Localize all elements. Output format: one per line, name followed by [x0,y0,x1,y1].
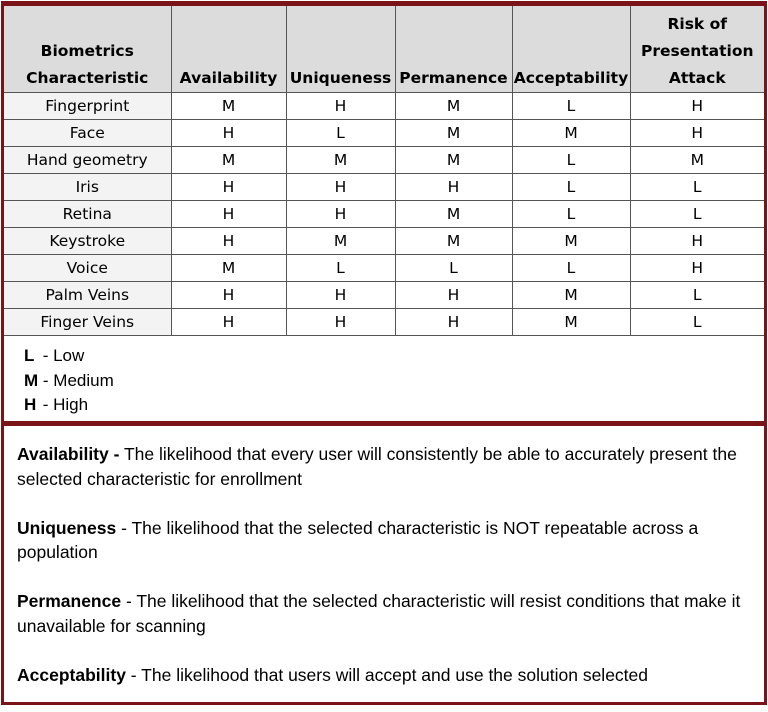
table-row: Keystroke H M M M H [4,227,764,255]
legend-label: - High [38,395,89,414]
rating-cell: L [511,200,631,228]
rating-cell: M [629,146,764,174]
rating-cell: M [394,119,513,147]
rating-cell: M [170,254,287,282]
rating-cell: L [511,173,631,201]
column-header: Biometrics Characteristic [4,6,172,93]
rating-cell: H [394,308,513,336]
column-header: Availability [170,6,287,93]
column-header: Risk of Presentation Attack [629,6,764,93]
characteristic-cell: Keystroke [4,227,172,255]
rating-cell: H [629,227,764,255]
definition-uniqueness: Uniqueness - The likelihood that the sel… [17,516,757,565]
rating-cell: H [170,200,287,228]
rating-cell: L [285,254,396,282]
rating-cell: M [170,92,287,120]
rating-cell: H [285,173,396,201]
column-header: Acceptability [511,6,631,93]
rating-cell: L [285,119,396,147]
legend-code: M [24,370,39,390]
legend-code: L [24,346,35,365]
definition-term: Availability - [17,444,120,464]
rating-cell: H [394,281,513,309]
column-header: Permanence [394,6,513,93]
table-row: Retina H H M L L [4,200,764,228]
rating-cell: M [285,227,396,255]
definition-acceptability: Acceptability - The likelihood that user… [17,663,757,688]
rating-cell: M [285,146,396,174]
rating-cell: H [170,227,287,255]
characteristic-cell: Finger Veins [4,308,172,336]
rating-cell: L [394,254,513,282]
ratings-panel: Biometrics Characteristic Availability Uni… [1,1,767,424]
characteristic-cell: Hand geometry [4,146,172,174]
rating-cell: L [629,200,764,228]
definition-permanence: Permanence - The likelihood that the sel… [17,589,757,638]
legend-label: - Medium [38,370,114,390]
rating-cell: H [394,173,513,201]
legend: L - Low M - Medium H - High [24,344,114,418]
legend-item: M - Medium [24,369,114,394]
biometrics-table: Biometrics Characteristic Availability Uni… [4,6,764,336]
definition-text: - The likelihood that the selected chara… [17,591,741,636]
definition-text: The likelihood that every user will cons… [17,444,737,489]
definition-text: - The likelihood that users will accept … [125,664,648,685]
rating-cell: H [285,92,396,120]
rating-cell: M [170,146,287,174]
table-row: Voice M L L L H [4,254,764,282]
rating-cell: L [629,173,764,201]
rating-cell: L [511,146,631,174]
rating-cell: M [511,119,631,147]
characteristic-cell: Retina [4,200,172,228]
column-header: Uniqueness [285,6,396,93]
rating-cell: L [629,308,764,336]
rating-cell: M [394,200,513,228]
legend-item: H - High [24,393,114,418]
table-row: Face H L M M H [4,119,764,147]
rating-cell: M [511,227,631,255]
rating-cell: M [511,308,631,336]
rating-cell: H [285,281,396,309]
table-row: Finger Veins H H H M L [4,308,764,336]
definition-term: Uniqueness [17,517,117,538]
rating-cell: H [170,281,287,309]
table-row: Hand geometry M M M L M [4,146,764,174]
characteristic-cell: Fingerprint [4,92,172,120]
definition-availability: Availability - The likelihood that every… [17,442,757,491]
rating-cell: H [629,92,764,120]
definitions-panel: Availability - The likelihood that every… [1,423,767,705]
table-row: Palm Veins H H H M L [4,281,764,309]
definition-text: - The likelihood that the selected chara… [17,517,699,563]
table-row: Fingerprint M H M L H [4,92,764,120]
characteristic-cell: Voice [4,254,172,282]
legend-code: H [24,395,37,414]
rating-cell: H [170,119,287,147]
rating-cell: M [394,92,513,120]
rating-cell: H [285,308,396,336]
rating-cell: M [511,281,631,309]
rating-cell: H [170,173,287,201]
legend-label: - Low [38,346,85,365]
rating-cell: H [629,119,764,147]
characteristic-cell: Palm Veins [4,281,172,309]
characteristic-cell: Iris [4,173,172,201]
rating-cell: M [394,146,513,174]
definition-term: Permanence [17,591,122,611]
rating-cell: H [629,254,764,282]
legend-item: L - Low [24,344,114,369]
definition-term: Acceptability [17,664,126,685]
rating-cell: L [511,92,631,120]
characteristic-cell: Face [4,119,172,147]
table-row: Iris H H H L L [4,173,764,201]
rating-cell: M [394,227,513,255]
rating-cell: H [170,308,287,336]
rating-cell: L [511,254,631,282]
header-row: Biometrics Characteristic Availability Uni… [4,6,764,93]
rating-cell: H [285,200,396,228]
rating-cell: L [629,281,764,309]
